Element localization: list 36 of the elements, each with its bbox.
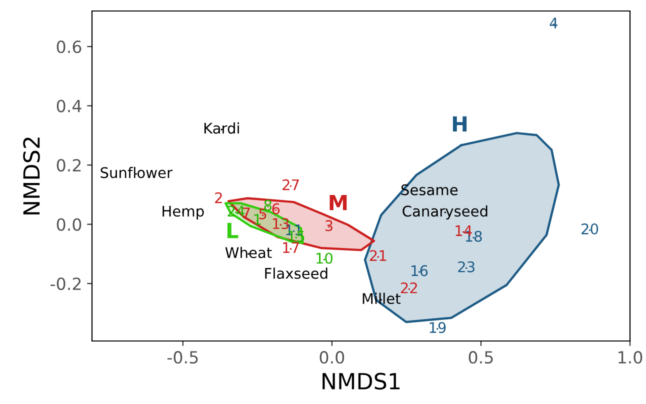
y-tick-label: 0.2	[56, 159, 81, 172]
series-label: 23	[458, 261, 474, 272]
series-label: 5	[259, 208, 266, 220]
series-label: Flaxseed	[265, 268, 328, 279]
series-label: 20	[582, 223, 598, 234]
y-tick-label: 0.4	[56, 100, 82, 112]
series-label: 16	[412, 265, 428, 276]
series-label: 22	[400, 282, 417, 294]
series-label: M	[330, 194, 347, 210]
series-label: 19	[430, 322, 446, 334]
series-label: 6	[272, 203, 280, 214]
series-label: Kardi	[204, 122, 239, 134]
series-label: Canaryseed	[402, 205, 488, 220]
series-label: 27	[282, 179, 299, 190]
series-label: 1	[254, 214, 261, 225]
x-tick-label: -0.5	[167, 351, 198, 364]
series-label: Sunflower	[100, 166, 172, 178]
series-label: 21	[370, 250, 386, 261]
y-tick-label: 0.0	[56, 218, 82, 231]
series-label: 17	[283, 242, 299, 253]
series-label: 4	[550, 18, 558, 28]
y-axis-title: NMDS2	[23, 138, 40, 214]
x-tick-label: 1.0	[618, 351, 642, 364]
series-label: 10	[316, 252, 332, 264]
series-label: L	[227, 222, 238, 238]
series-label: Hemp	[162, 206, 204, 220]
series-label: H	[452, 116, 467, 132]
x-tick-label: 0.5	[468, 351, 493, 364]
series-label: Wheat	[225, 246, 272, 258]
y-tick-label: -0.2	[50, 277, 81, 290]
series-label: 3	[325, 220, 332, 232]
x-axis-title: NMDS1	[322, 372, 400, 390]
y-tick-label: 0.6	[56, 40, 82, 54]
x-tick-label: 0.0	[320, 351, 344, 364]
series-label: 8	[264, 200, 272, 211]
series-label: 2	[215, 192, 222, 204]
